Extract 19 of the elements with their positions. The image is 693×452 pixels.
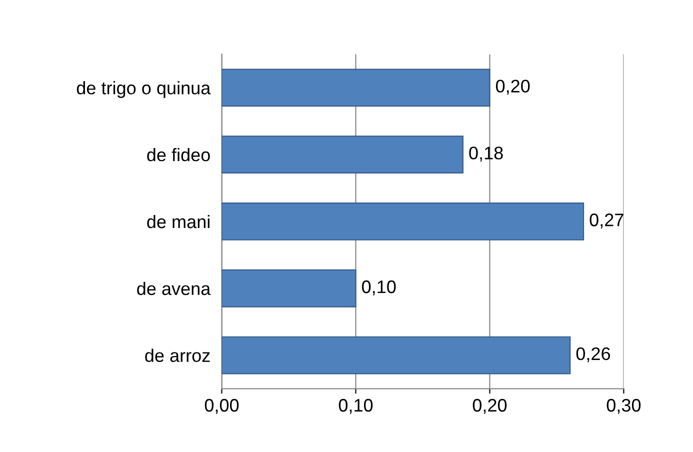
y-tick-label: de trigo o quinua: [76, 81, 211, 98]
x-tick-label: 0,10: [338, 398, 373, 414]
y-tick-label: de avena: [137, 282, 211, 296]
data-label: 0,27: [590, 214, 624, 228]
bar: [222, 336, 571, 374]
bar: [222, 136, 464, 174]
x-tick-label: 0,30: [606, 398, 641, 414]
bar: [222, 269, 356, 308]
data-label: 0,18: [469, 146, 503, 162]
y-tick-label: de mani: [147, 214, 210, 228]
data-label: 0,10: [362, 280, 396, 296]
x-tick-label: 0,20: [472, 398, 507, 414]
bar: [222, 68, 490, 107]
data-label: 0,26: [576, 347, 610, 362]
y-tick-label: de arroz: [145, 348, 210, 362]
bar: [222, 202, 584, 240]
x-tick-label: 0,00: [204, 398, 239, 414]
data-label: 0,20: [496, 80, 530, 95]
y-tick-label: de fideo: [147, 148, 210, 162]
